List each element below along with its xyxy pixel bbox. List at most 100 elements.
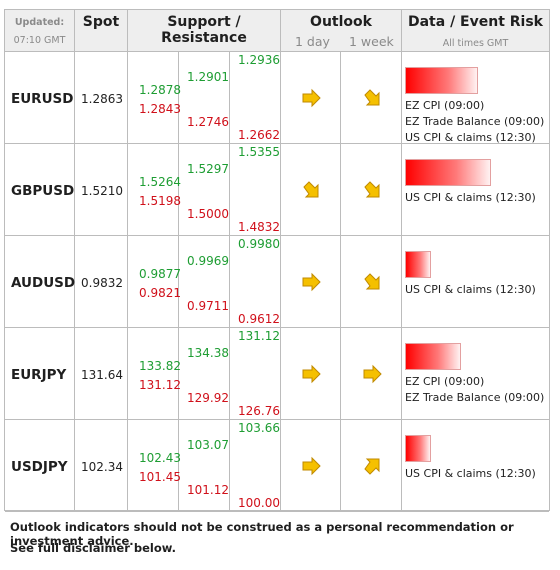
spot-value: 131.64 [81, 368, 123, 382]
table-row: GBPUSD 1.5210 1.5264 1.5198 1.5297 1.5000 1.53… [5, 144, 549, 236]
updated-label: Updated: [14, 17, 65, 28]
pair-name: GBPUSD [11, 183, 75, 199]
resistance-1: 133.82 [139, 359, 181, 373]
support-2: 101.12 [187, 483, 229, 497]
table-row: EURUSD 1.2863 1.2878 1.2843 1.2901 1.2746 1.29… [5, 52, 549, 144]
outlook-day-cell [281, 236, 341, 328]
sr-level-2: 1.5297 1.5000 [179, 144, 230, 236]
resistance-1: 1.2878 [139, 83, 181, 97]
spot-value: 102.34 [81, 460, 123, 474]
down-right-arrow-icon [303, 181, 319, 198]
outlook-week-cell [341, 236, 402, 328]
pair-name: USDJPY [11, 459, 68, 475]
disclaimer-line-1: Outlook indicators should not be constru… [10, 520, 514, 548]
support-2: 129.92 [187, 391, 229, 405]
header-outlook: Outlook 1 day 1 week [281, 10, 402, 52]
outlook-day: 1 day [295, 34, 330, 49]
sr-level-3: 1.2936 1.2662 [230, 52, 281, 144]
resistance-3: 1.5355 [238, 145, 280, 159]
outlook-day-cell [281, 420, 341, 512]
sr-level-1: 133.82 131.12 [128, 328, 181, 420]
resistance-1: 0.9877 [139, 267, 181, 281]
spot-cell: 1.2863 [75, 52, 128, 144]
outlook-week-cell [341, 144, 402, 236]
resistance-2: 103.07 [187, 438, 229, 452]
sr-level-2: 1.2901 1.2746 [179, 52, 230, 144]
right-arrow-icon [302, 272, 321, 292]
event-item: US CPI & claims (12:30) [405, 283, 536, 296]
event-item: EZ Trade Balance (09:00) [405, 115, 545, 128]
header-spot: Spot [75, 10, 128, 52]
sr-title: Support / Resistance [161, 14, 247, 46]
support-3: 1.4832 [238, 220, 280, 234]
support-2: 0.9711 [187, 299, 229, 313]
down-right-arrow-icon [363, 181, 379, 198]
risk-title: Data / Event Risk [407, 14, 543, 30]
outlook-week-cell [341, 52, 402, 144]
table-row: AUDUSD 0.9832 0.9877 0.9821 0.9969 0.9711 0.99… [5, 236, 549, 328]
support-3: 0.9612 [238, 312, 280, 326]
support-1: 101.45 [139, 470, 181, 484]
pair-name: AUDUSD [11, 275, 76, 291]
resistance-3: 131.12 [238, 329, 280, 343]
support-1: 131.12 [139, 378, 181, 392]
disclaimer-line-2: See full disclaimer below. [10, 541, 177, 555]
outlook-day-cell [281, 328, 341, 420]
header-updated: Updated: 07:10 GMT [5, 10, 75, 52]
support-2: 1.2746 [187, 115, 229, 129]
header-risk: Data / Event Risk All times GMT [402, 10, 549, 52]
event-item: US CPI & claims (12:30) [405, 131, 536, 144]
resistance-3: 1.2936 [238, 53, 280, 67]
risk-sub: All times GMT [442, 38, 509, 49]
table-row: USDJPY 102.34 102.43 101.45 103.07 101.12 103.… [5, 420, 549, 512]
risk-cell: EZ CPI (09:00) EZ Trade Balance (09:00) US… [402, 52, 549, 144]
risk-cell: US CPI & claims (12:30) [402, 144, 549, 236]
spot-cell: 0.9832 [75, 236, 128, 328]
pair-cell: USDJPY [5, 420, 75, 512]
header-sr: Support / Resistance [128, 10, 281, 52]
spot-title: Spot [82, 14, 120, 30]
right-arrow-icon [302, 364, 321, 384]
resistance-2: 134.38 [187, 346, 229, 360]
outlook-title: Outlook [310, 14, 372, 30]
spot-value: 0.9832 [81, 276, 123, 290]
resistance-3: 103.66 [238, 421, 280, 435]
resistance-1: 102.43 [139, 451, 181, 465]
sr-level-1: 1.5264 1.5198 [128, 144, 181, 236]
sr-level-1: 0.9877 0.9821 [128, 236, 181, 328]
sr-level-1: 1.2878 1.2843 [128, 52, 181, 144]
event-item: EZ CPI (09:00) [405, 99, 485, 112]
support-1: 0.9821 [139, 286, 181, 300]
resistance-1: 1.5264 [139, 175, 181, 189]
outlook-week-cell [341, 420, 402, 512]
risk-bar [405, 435, 431, 462]
spot-value: 1.5210 [81, 184, 123, 198]
forex-table: Updated: 07:10 GMT Spot Support / Resist… [4, 9, 550, 512]
resistance-2: 0.9969 [187, 254, 229, 268]
spot-value: 1.2863 [81, 92, 123, 106]
risk-bar [405, 251, 431, 278]
support-3: 1.2662 [238, 128, 280, 142]
outlook-day-cell [281, 52, 341, 144]
sr-level-2: 134.38 129.92 [179, 328, 230, 420]
support-1: 1.5198 [139, 194, 181, 208]
resistance-3: 0.9980 [238, 237, 280, 251]
right-arrow-icon [302, 456, 321, 476]
sr-level-3: 0.9980 0.9612 [230, 236, 281, 328]
risk-cell: EZ CPI (09:00) EZ Trade Balance (09:00) [402, 328, 549, 420]
right-arrow-icon [302, 88, 321, 108]
outlook-day-cell [281, 144, 341, 236]
event-item: EZ CPI (09:00) [405, 375, 485, 388]
pair-cell: GBPUSD [5, 144, 75, 236]
spot-cell: 102.34 [75, 420, 128, 512]
pair-cell: AUDUSD [5, 236, 75, 328]
sr-level-3: 131.12 126.76 [230, 328, 281, 420]
support-3: 100.00 [238, 496, 280, 510]
sr-level-2: 0.9969 0.9711 [179, 236, 230, 328]
table-row: EURJPY 131.64 133.82 131.12 134.38 129.92 131.… [5, 328, 549, 420]
risk-bar [405, 343, 461, 370]
pair-cell: EURUSD [5, 52, 75, 144]
resistance-2: 1.2901 [187, 70, 229, 84]
risk-cell: US CPI & claims (12:30) [402, 420, 549, 512]
risk-bar [405, 67, 478, 94]
